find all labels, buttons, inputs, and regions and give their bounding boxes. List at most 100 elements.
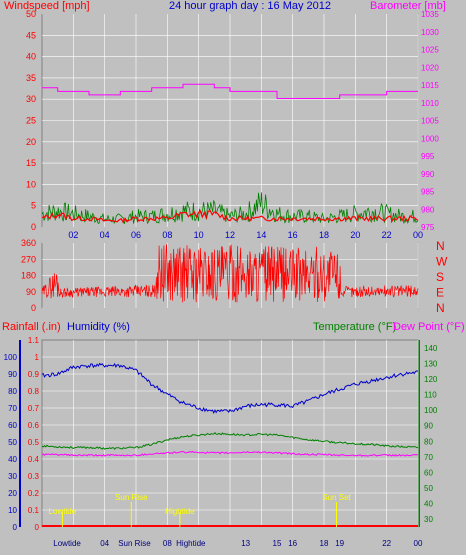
humidity-y-tick-label: 60 xyxy=(8,421,17,430)
humidity-x-tick-label: 08 xyxy=(163,539,172,548)
humidity-x-tick-label: 00 xyxy=(414,539,423,548)
humidity-y-ticks: 0 10 20 30 40 50 60 70 80 90 100 xyxy=(4,353,18,532)
rain-y-tick-label: 0.5 xyxy=(28,438,40,447)
wind-x-ticks: 02 04 06 08 10 12 14 16 18 20 22 00 xyxy=(68,230,423,240)
wind-x-tick-label: 18 xyxy=(319,230,329,240)
temperature-y-tick-label: 110 xyxy=(424,391,437,400)
temperature-y-tick-label: 60 xyxy=(424,468,433,477)
wind-y-tick-label: 10 xyxy=(26,179,36,189)
temperature-y-tick-label: 80 xyxy=(424,437,433,446)
barometer-line xyxy=(42,83,418,99)
event-markers: Lowtide Sun Rise Hightide Sun Set xyxy=(49,493,352,527)
barometer-axis-label: Barometer [mb] xyxy=(370,0,446,12)
humidity-y-tick-label: 0 xyxy=(13,523,18,532)
compass-label: E xyxy=(436,286,444,300)
rain-y-tick-label: 0.1 xyxy=(28,506,40,515)
humidity-y-tick-label: 70 xyxy=(8,404,17,413)
dewpoint-line xyxy=(41,450,418,457)
humidity-x-tick-label: Hightide xyxy=(176,539,206,548)
humidity-y-tick-label: 10 xyxy=(8,506,17,515)
chart-title: 24 hour graph day : 16 May 2012 xyxy=(169,0,331,12)
rain-axis-label: Rainfall (.in) xyxy=(2,321,61,333)
wind-x-tick-label: 10 xyxy=(194,230,204,240)
temperature-y-tick-label: 100 xyxy=(424,406,438,415)
wind-x-tick-label: 20 xyxy=(350,230,360,240)
barometer-y-tick-label: 1030 xyxy=(421,28,439,37)
temperature-y-tick-label: 130 xyxy=(424,359,438,368)
compass-label: N xyxy=(436,301,445,315)
wind-y-tick-label: 25 xyxy=(26,116,36,126)
event-marker-label: Hightide xyxy=(165,507,195,516)
barometer-y-tick-label: 1035 xyxy=(421,10,439,19)
temperature-line xyxy=(41,431,419,450)
humidity-x-tick-label: 18 xyxy=(320,539,329,548)
barometer-y-tick-label: 980 xyxy=(421,205,435,214)
rain-y-tick-label: 1.1 xyxy=(28,336,40,345)
wind-x-tick-label: 00 xyxy=(413,230,423,240)
humidity-y-tick-label: 80 xyxy=(8,387,17,396)
direction-series xyxy=(41,244,419,303)
wind-x-tick-label: 12 xyxy=(225,230,235,240)
wind-y-tick-label: 45 xyxy=(26,30,36,40)
barometer-y-ticks: 975 980 985 990 995 1000 1005 1010 1015 1020 1025 1… xyxy=(421,10,439,232)
wind-x-tick-label: 02 xyxy=(68,230,78,240)
barometer-y-tick-label: 1000 xyxy=(421,134,439,143)
humidity-series xyxy=(41,362,419,527)
barometer-y-tick-label: 1005 xyxy=(421,117,439,126)
event-marker-label: Sun Rise xyxy=(115,493,148,502)
event-marker-label: Lowtide xyxy=(49,507,77,516)
humidity-x-tick-label: 15 xyxy=(273,539,282,548)
rain-y-ticks: 0 0.1 0.2 0.3 0.4 0.5 0.6 0.7 0.8 0.9 1 1.1 xyxy=(28,336,40,532)
barometer-y-tick-label: 1020 xyxy=(421,63,439,72)
rain-y-tick-label: 0.9 xyxy=(28,370,40,379)
wind-x-tick-label: 16 xyxy=(288,230,298,240)
wind-x-tick-label: 14 xyxy=(256,230,266,240)
temperature-y-tick-label: 50 xyxy=(424,484,433,493)
rain-y-tick-label: 0 xyxy=(35,523,40,532)
humidity-y-tick-label: 40 xyxy=(8,455,17,464)
barometer-y-tick-label: 1015 xyxy=(421,81,439,90)
temperature-y-tick-label: 40 xyxy=(424,500,433,509)
humidity-y-tick-label: 20 xyxy=(8,489,17,498)
humidity-x-tick-label: Lowtide xyxy=(53,539,81,548)
wind-y-tick-label: 50 xyxy=(26,9,36,19)
rain-y-tick-label: 0.2 xyxy=(28,489,40,498)
rain-y-tick-label: 0.3 xyxy=(28,472,40,481)
wind-x-tick-label: 04 xyxy=(100,230,110,240)
compass-label: N xyxy=(436,239,445,253)
dewpoint-axis-label: Dew Point (°F) xyxy=(393,321,465,333)
temperature-axis-label: Temperature (°F) xyxy=(313,321,396,333)
direction-y-tick-label: 270 xyxy=(21,254,36,264)
wind-x-tick-label: 22 xyxy=(382,230,392,240)
barometer-y-tick-label: 995 xyxy=(421,152,435,161)
temperature-y-tick-label: 30 xyxy=(424,515,433,524)
wind-average-line xyxy=(41,209,419,224)
humidity-x-tick-label: Sun Rise xyxy=(118,539,151,548)
humidity-x-ticks: Lowtide 04 Sun Rise 08 Hightide 13 15 16 18 19 22 0… xyxy=(53,539,423,548)
humidity-x-tick-label: 22 xyxy=(382,539,391,548)
wind-y-tick-label: 15 xyxy=(26,158,36,168)
barometer-y-tick-label: 975 xyxy=(421,223,435,232)
rain-y-tick-label: 1 xyxy=(35,353,40,362)
wind-y-tick-label: 30 xyxy=(26,94,36,104)
wind-y-tick-label: 35 xyxy=(26,73,36,83)
wind-y-ticks: 0 5 10 15 20 25 30 35 40 45 50 xyxy=(26,9,36,232)
rain-y-tick-label: 0.8 xyxy=(28,387,40,396)
rain-y-tick-label: 0.7 xyxy=(28,404,40,413)
temperature-y-tick-label: 90 xyxy=(424,422,433,431)
wind-y-tick-label: 5 xyxy=(31,201,36,211)
rain-y-tick-label: 0.6 xyxy=(28,421,40,430)
event-marker-label: Sun Set xyxy=(322,493,351,502)
temperature-y-ticks: 30 40 50 60 70 80 90 100 110 120 130 140 xyxy=(424,344,438,524)
humidity-y-tick-label: 100 xyxy=(4,353,18,362)
direction-y-tick-label: 360 xyxy=(21,238,36,248)
humidity-y-tick-label: 30 xyxy=(8,472,17,481)
humidity-x-tick-label: 13 xyxy=(241,539,250,548)
temperature-y-tick-label: 140 xyxy=(424,344,438,353)
wind-y-tick-label: 40 xyxy=(26,52,36,62)
wind-x-tick-label: 06 xyxy=(131,230,141,240)
humidity-x-tick-label: 04 xyxy=(100,539,109,548)
temperature-y-tick-label: 70 xyxy=(424,453,433,462)
